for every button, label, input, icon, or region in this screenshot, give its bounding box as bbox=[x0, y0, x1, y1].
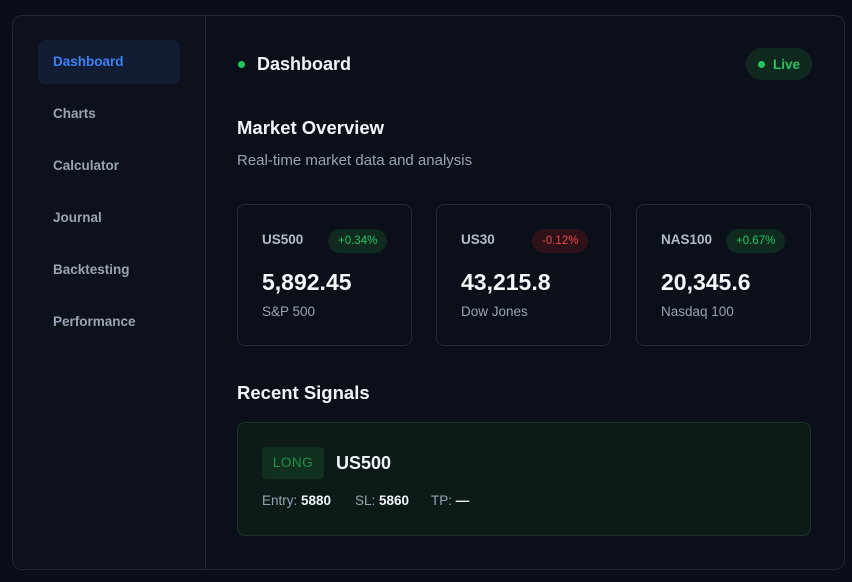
market-change-badge: +0.34% bbox=[328, 229, 388, 253]
signal-card[interactable]: LONG US500 Entry: 5880 SL: 5860 TP: — bbox=[237, 422, 811, 536]
signal-entry-label: Entry: bbox=[262, 493, 298, 508]
signal-side-badge: LONG bbox=[262, 447, 324, 479]
market-change-badge: -0.12% bbox=[532, 229, 589, 253]
main-content: Dashboard Live Market Overview Real-time… bbox=[206, 16, 844, 569]
market-name: S&P 500 bbox=[262, 304, 316, 319]
sidebar-item-dashboard[interactable]: Dashboard bbox=[38, 40, 180, 84]
status-dot-icon bbox=[238, 61, 245, 68]
market-symbol: NAS100 bbox=[661, 232, 713, 247]
signal-entry: Entry: 5880 bbox=[262, 493, 331, 508]
sidebar-item-journal[interactable]: Journal bbox=[53, 210, 102, 225]
market-price: 20,345.6 bbox=[661, 269, 751, 295]
signal-sl: SL: 5860 bbox=[355, 493, 409, 508]
app-window: Dashboard Charts Calculator Journal Back… bbox=[12, 15, 845, 570]
market-symbol: US500 bbox=[262, 232, 304, 247]
signal-tp-value: — bbox=[455, 493, 470, 508]
sidebar-item-performance[interactable]: Performance bbox=[53, 314, 136, 329]
market-price: 43,215.8 bbox=[461, 269, 551, 295]
page-title: Dashboard bbox=[257, 54, 352, 74]
market-change-badge: +0.67% bbox=[726, 229, 786, 253]
sidebar: Dashboard Charts Calculator Journal Back… bbox=[13, 16, 206, 569]
market-price: 5,892.45 bbox=[262, 269, 352, 295]
sidebar-item-calculator[interactable]: Calculator bbox=[53, 158, 120, 173]
signal-entry-value: 5880 bbox=[301, 493, 332, 508]
sidebar-item-backtesting[interactable]: Backtesting bbox=[53, 262, 130, 277]
signal-tp-label: TP: bbox=[431, 493, 453, 508]
market-card-us500[interactable]: US500 +0.34% 5,892.45 S&P 500 bbox=[237, 204, 412, 346]
signal-tp: TP: — bbox=[431, 493, 469, 508]
market-overview-subtitle: Real-time market data and analysis bbox=[237, 152, 473, 169]
market-name: Dow Jones bbox=[461, 304, 528, 319]
live-dot-icon bbox=[757, 60, 765, 68]
market-name: Nasdaq 100 bbox=[661, 304, 734, 319]
live-status-label: Live bbox=[772, 56, 800, 72]
signal-symbol: US500 bbox=[336, 453, 392, 473]
market-symbol: US30 bbox=[461, 232, 495, 247]
signal-sl-value: 5860 bbox=[379, 493, 410, 508]
signal-sl-label: SL: bbox=[355, 493, 376, 508]
market-overview-title: Market Overview bbox=[237, 117, 385, 138]
market-card-nas100[interactable]: NAS100 +0.67% 20,345.6 Nasdaq 100 bbox=[636, 204, 811, 346]
live-status-badge: Live bbox=[745, 48, 812, 80]
recent-signals-title: Recent Signals bbox=[237, 382, 370, 403]
market-card-us30[interactable]: US30 -0.12% 43,215.8 Dow Jones bbox=[436, 204, 611, 346]
sidebar-item-charts[interactable]: Charts bbox=[53, 106, 96, 121]
